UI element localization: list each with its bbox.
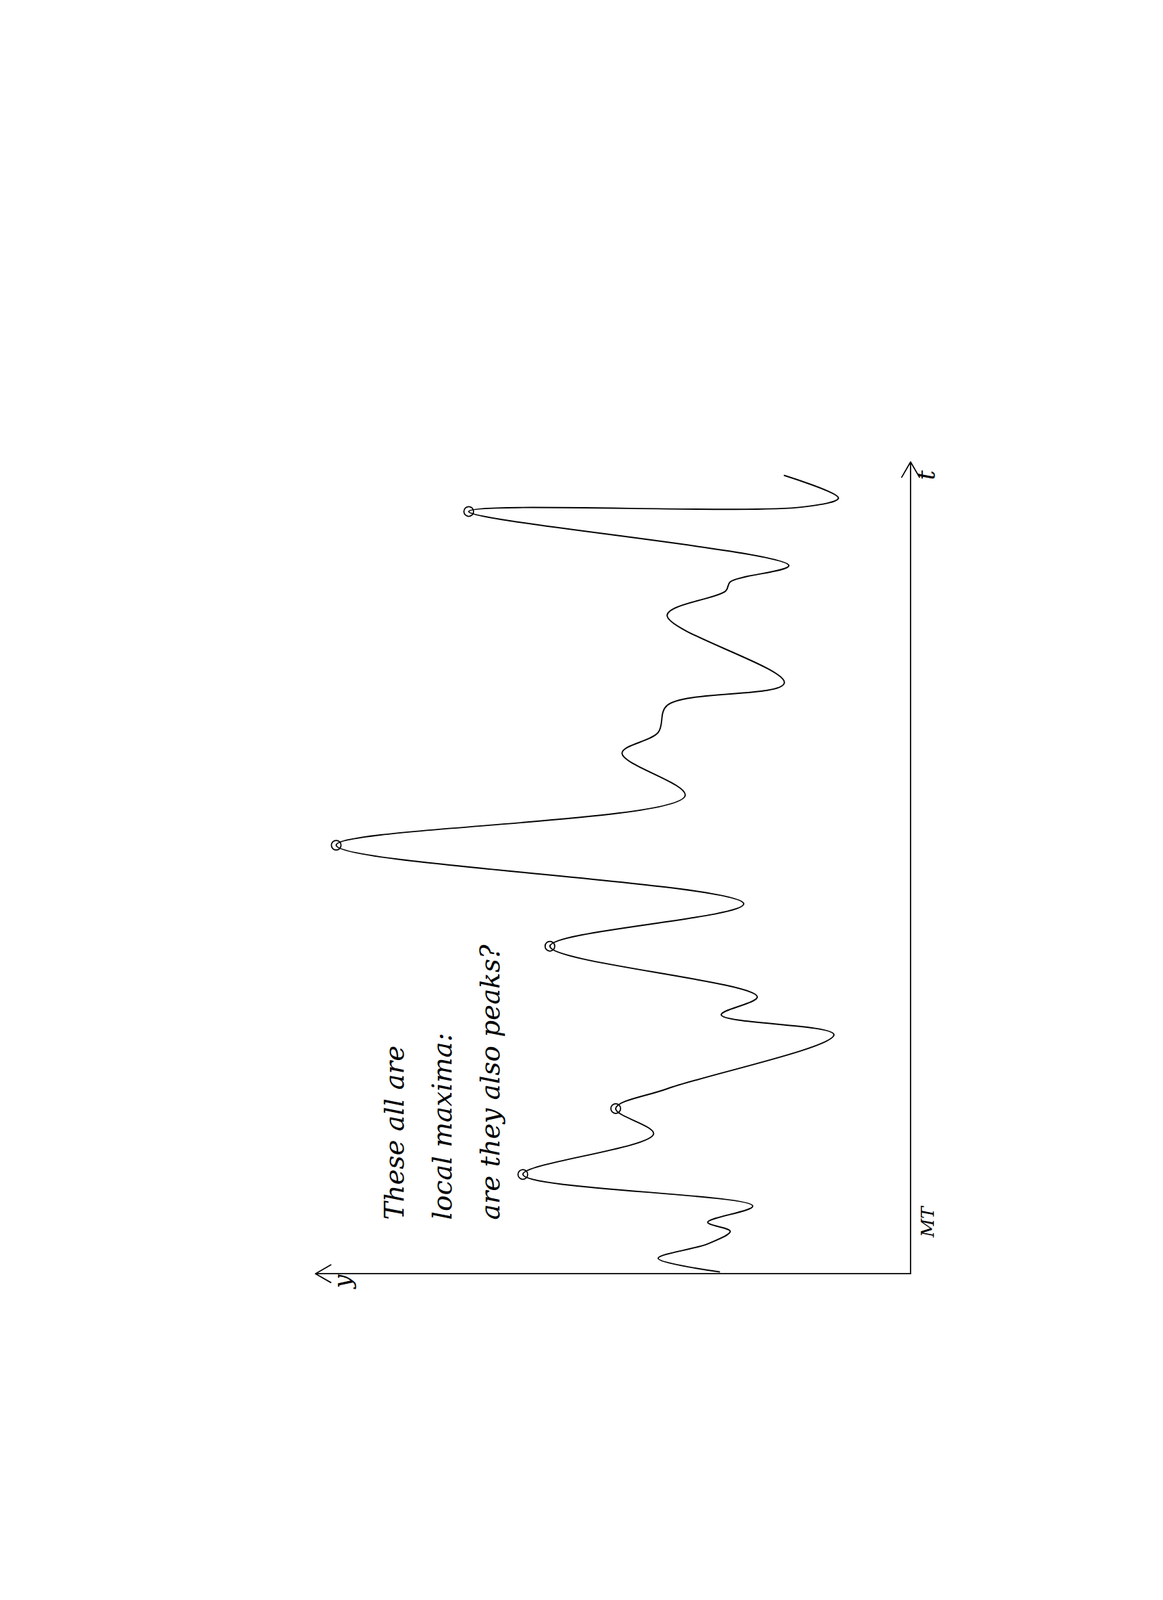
svg-text:MT: MT: [916, 1204, 938, 1238]
svg-text:These all arelocal maxima:are: These all arelocal maxima:are they also …: [379, 943, 506, 1220]
svg-text:y: y: [328, 1273, 357, 1289]
svg-text:t: t: [911, 469, 940, 481]
